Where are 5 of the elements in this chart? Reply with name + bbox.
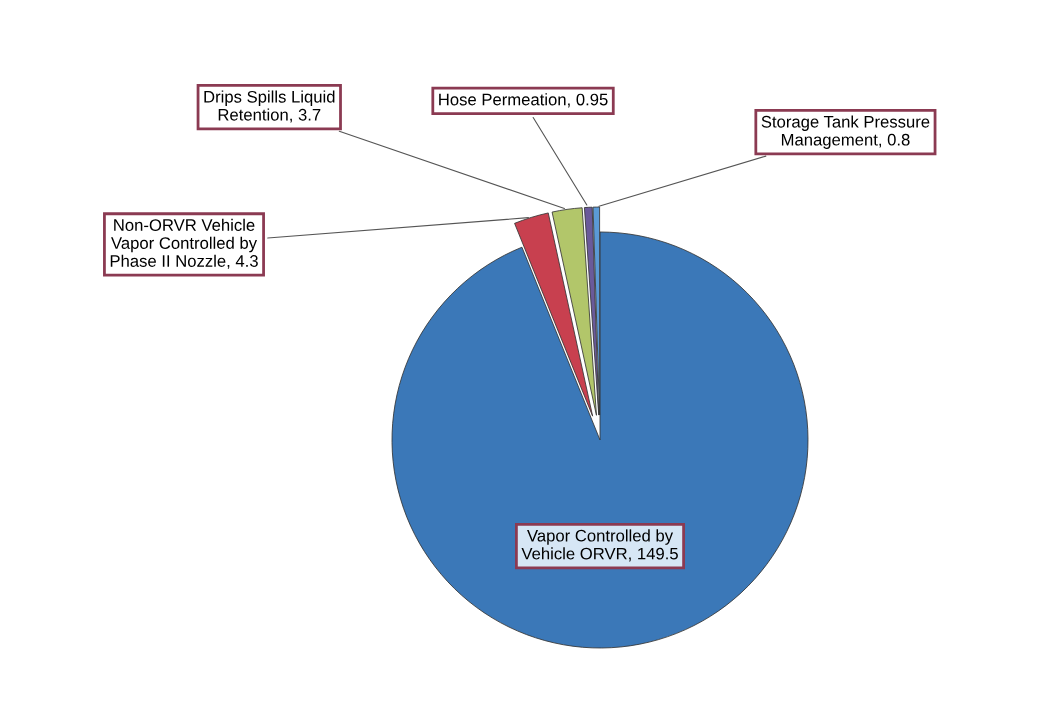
slice-label: Drips Spills Liquid Retention, 3.7 — [204, 90, 335, 123]
slice-label: Vapor Controlled by Vehicle ORVR, 149.5 — [521, 529, 678, 562]
slice-label: Hose Permeation, 0.95 — [439, 93, 608, 108]
slice-label: Non-ORVR Vehicle Vapor Controlled by Phase II Nozzle, 4.3 — [110, 218, 258, 269]
slice-label: Storage Tank Pressure Management, 0.8 — [761, 115, 930, 149]
